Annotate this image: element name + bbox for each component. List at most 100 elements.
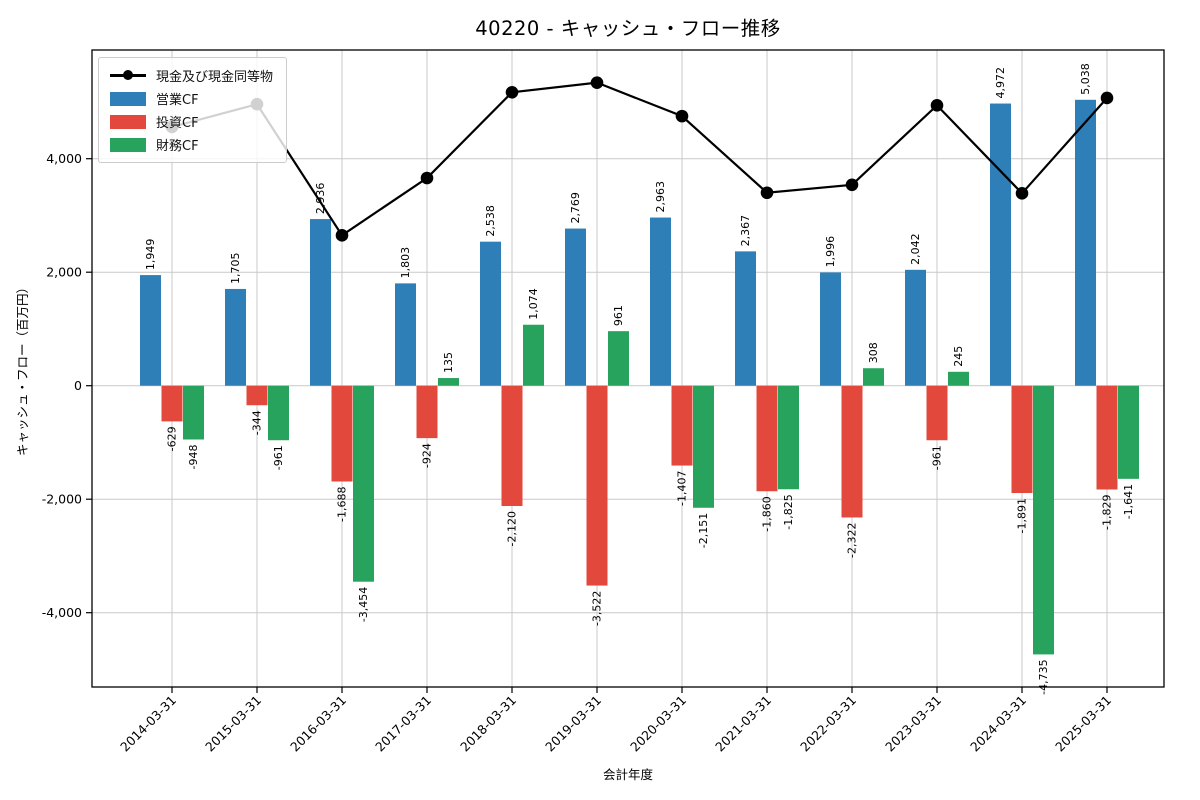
swatch-investing-cf bbox=[110, 114, 146, 129]
bar-financing-cf-2014-03-31 bbox=[183, 385, 204, 440]
bar-value-label: -2,151 bbox=[697, 513, 710, 548]
bar-value-label: 308 bbox=[867, 342, 880, 363]
bar-value-label: 245 bbox=[952, 346, 965, 367]
bar-financing-cf-2023-03-31 bbox=[948, 371, 969, 386]
legend-label: 財務CF bbox=[156, 139, 199, 154]
bar-value-label: 5,038 bbox=[1079, 63, 1092, 95]
bar-financing-cf-2021-03-31 bbox=[778, 385, 799, 490]
swatch-financing-cf bbox=[110, 137, 146, 152]
bar-operating-cf-2020-03-31 bbox=[650, 217, 671, 386]
bar-operating-cf-2024-03-31 bbox=[990, 103, 1011, 386]
x-tick-label: 2017-03-31 bbox=[372, 693, 434, 755]
y-tick-label: -4,000 bbox=[42, 605, 82, 620]
bar-investing-cf-2019-03-31 bbox=[586, 385, 608, 586]
cash-line bbox=[171, 81, 1108, 237]
cash-line-point-2023-03-31 bbox=[930, 99, 944, 112]
cash-line-point-2019-03-31 bbox=[590, 76, 604, 89]
x-tick-label: 2020-03-31 bbox=[627, 693, 689, 755]
x-tick-label: 2025-03-31 bbox=[1052, 693, 1114, 755]
y-tick-label: -2,000 bbox=[42, 492, 82, 507]
cash-line-point-2020-03-31 bbox=[675, 109, 689, 123]
bar-value-label: -1,891 bbox=[1016, 498, 1029, 533]
y-tick-label: 2,000 bbox=[46, 265, 82, 280]
cash-line-point-2021-03-31 bbox=[760, 186, 774, 200]
cash-line-point-2018-03-31 bbox=[505, 86, 519, 99]
bar-value-label: -924 bbox=[421, 443, 434, 468]
bar-financing-cf-2016-03-31 bbox=[353, 385, 374, 582]
y-tick-label: 4,000 bbox=[46, 151, 82, 166]
bar-investing-cf-2014-03-31 bbox=[161, 385, 183, 422]
bar-value-label: -1,641 bbox=[1122, 484, 1135, 519]
bar-investing-cf-2024-03-31 bbox=[1011, 385, 1033, 494]
x-axis-label: 会計年度 bbox=[603, 767, 654, 782]
bar-value-label: -961 bbox=[272, 445, 285, 470]
bar-financing-cf-2017-03-31 bbox=[438, 378, 459, 386]
bar-value-label: 2,963 bbox=[654, 181, 667, 213]
x-tick-label: 2019-03-31 bbox=[542, 693, 604, 755]
legend-label: 営業CF bbox=[156, 93, 199, 108]
bar-investing-cf-2022-03-31 bbox=[841, 385, 863, 518]
bar-investing-cf-2015-03-31 bbox=[246, 385, 268, 406]
legend-label: 投資CF bbox=[156, 116, 199, 131]
bar-value-label: -948 bbox=[187, 444, 200, 469]
bar-value-label: 2,538 bbox=[484, 205, 497, 237]
x-tick-label: 2014-03-31 bbox=[117, 693, 179, 755]
bar-value-label: -1,860 bbox=[761, 496, 774, 531]
legend-item-investing-cf: 投資CF bbox=[110, 112, 273, 131]
bar-financing-cf-2024-03-31 bbox=[1033, 385, 1054, 655]
bar-operating-cf-2016-03-31 bbox=[310, 219, 331, 386]
legend: 現金及び現金同等物 営業CF 投資CF 財務CF bbox=[98, 57, 288, 163]
bar-operating-cf-2019-03-31 bbox=[565, 228, 586, 386]
bar-investing-cf-2020-03-31 bbox=[671, 385, 693, 466]
bar-value-label: -3,522 bbox=[591, 591, 604, 626]
cash-line-point-2022-03-31 bbox=[845, 178, 859, 192]
bar-financing-cf-2019-03-31 bbox=[608, 331, 629, 386]
bar-value-label: 2,367 bbox=[739, 215, 752, 247]
cash-line-point-2017-03-31 bbox=[420, 171, 434, 185]
bar-value-label: -3,454 bbox=[357, 587, 370, 622]
x-tick-label: 2016-03-31 bbox=[287, 693, 349, 755]
bar-value-label: 1,803 bbox=[399, 247, 412, 279]
bar-value-label: 961 bbox=[612, 305, 625, 326]
bar-investing-cf-2016-03-31 bbox=[331, 385, 353, 482]
bar-financing-cf-2025-03-31 bbox=[1118, 385, 1139, 479]
bar-investing-cf-2017-03-31 bbox=[416, 385, 438, 439]
bar-value-label: -4,735 bbox=[1037, 659, 1050, 694]
x-tick-label: 2018-03-31 bbox=[457, 693, 519, 755]
legend-item-financing-cf: 財務CF bbox=[110, 135, 273, 154]
bar-operating-cf-2022-03-31 bbox=[820, 272, 841, 386]
bar-financing-cf-2018-03-31 bbox=[523, 324, 544, 386]
legend-item-operating-cf: 営業CF bbox=[110, 89, 273, 108]
x-tick-label: 2022-03-31 bbox=[797, 693, 859, 755]
bar-value-label: 4,972 bbox=[994, 67, 1007, 99]
bar-operating-cf-2025-03-31 bbox=[1075, 99, 1096, 386]
bar-value-label: -2,120 bbox=[506, 511, 519, 546]
bar-value-label: 135 bbox=[442, 352, 455, 373]
bar-value-label: 2,769 bbox=[569, 192, 582, 224]
bar-value-label: 1,705 bbox=[229, 252, 242, 284]
bar-value-label: -629 bbox=[166, 426, 179, 451]
plot-border bbox=[91, 49, 1165, 688]
legend-label: 現金及び現金同等物 bbox=[156, 70, 274, 85]
bar-operating-cf-2014-03-31 bbox=[140, 275, 161, 386]
bar-financing-cf-2022-03-31 bbox=[863, 368, 884, 386]
bar-operating-cf-2017-03-31 bbox=[395, 283, 416, 386]
x-tick-label: 2015-03-31 bbox=[202, 693, 264, 755]
bar-investing-cf-2025-03-31 bbox=[1096, 385, 1118, 490]
swatch-operating-cf bbox=[110, 91, 146, 106]
bar-value-label: -1,688 bbox=[336, 486, 349, 521]
x-tick-label: 2021-03-31 bbox=[712, 693, 774, 755]
bar-operating-cf-2021-03-31 bbox=[735, 251, 756, 386]
bar-value-label: -961 bbox=[931, 445, 944, 470]
bar-investing-cf-2018-03-31 bbox=[501, 385, 523, 507]
chart-title: 40220 - キャッシュ・フロー推移 bbox=[475, 17, 781, 40]
cash-line-point-2016-03-31 bbox=[335, 229, 349, 242]
line-marker-icon bbox=[110, 74, 146, 77]
y-axis-label: キャッシュ・フロー（百万円） bbox=[15, 281, 30, 456]
bar-financing-cf-2015-03-31 bbox=[268, 385, 289, 441]
x-tick-label: 2023-03-31 bbox=[882, 693, 944, 755]
x-tick-label: 2024-03-31 bbox=[967, 693, 1029, 755]
legend-item-cash-line: 現金及び現金同等物 bbox=[110, 66, 273, 85]
bar-investing-cf-2021-03-31 bbox=[756, 385, 778, 492]
